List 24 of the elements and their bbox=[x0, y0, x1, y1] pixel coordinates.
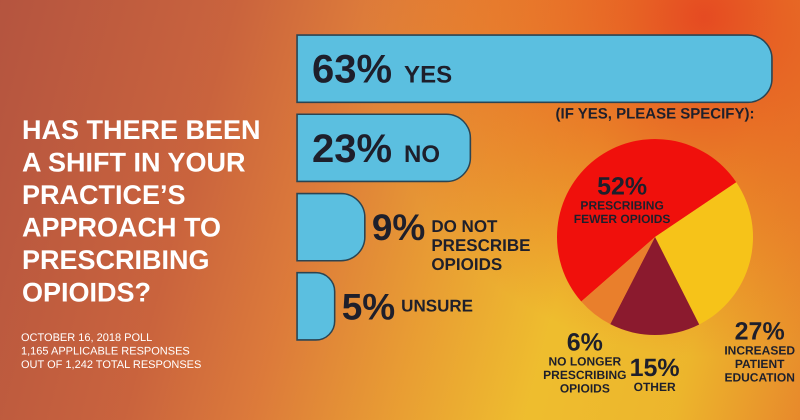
text: OCTOBER 16, 2018 POLL bbox=[21, 332, 152, 344]
slice-label: PRESCRIBING FEWER OPIOIDS bbox=[574, 198, 670, 226]
data-label: 27% bbox=[734, 317, 785, 346]
chart-title: (IF YES, PLEASE SPECIFY): bbox=[556, 106, 754, 122]
text: HAS THERE BEEN A SHIFT IN YOUR PRACTICE’S APPROACH TO PRESCRIBING OPIOIDS? bbox=[22, 114, 261, 308]
y-tick-label: UNSURE bbox=[401, 296, 473, 316]
y-tick-label: NO bbox=[404, 140, 440, 168]
y-tick-label: DO NOT PRESCRIBE OPIOIDS bbox=[431, 217, 531, 274]
data-label: 5% bbox=[342, 286, 396, 328]
data-label: 15% bbox=[630, 354, 680, 382]
data-label: 6% bbox=[566, 328, 603, 357]
pie-slice bbox=[557, 139, 736, 302]
pie-slice bbox=[581, 237, 655, 324]
data-label: 23% bbox=[312, 126, 392, 171]
data-label: 9% bbox=[372, 207, 426, 248]
slice-label: NO LONGER PRESCRIBING OPIOIDS bbox=[543, 354, 626, 396]
slice-label: OTHER bbox=[634, 380, 676, 394]
y-tick-label: YES bbox=[404, 62, 452, 89]
text: OUT OF 1,242 TOTAL RESPONSES bbox=[21, 359, 202, 371]
pie-slice bbox=[610, 237, 700, 335]
data-label: 63% bbox=[312, 48, 392, 92]
slice-label: INCREASED PATIENT EDUCATION bbox=[724, 343, 796, 384]
text: 1,165 APPLICABLE RESPONSES bbox=[21, 346, 190, 358]
data-label: 52% bbox=[597, 172, 648, 200]
